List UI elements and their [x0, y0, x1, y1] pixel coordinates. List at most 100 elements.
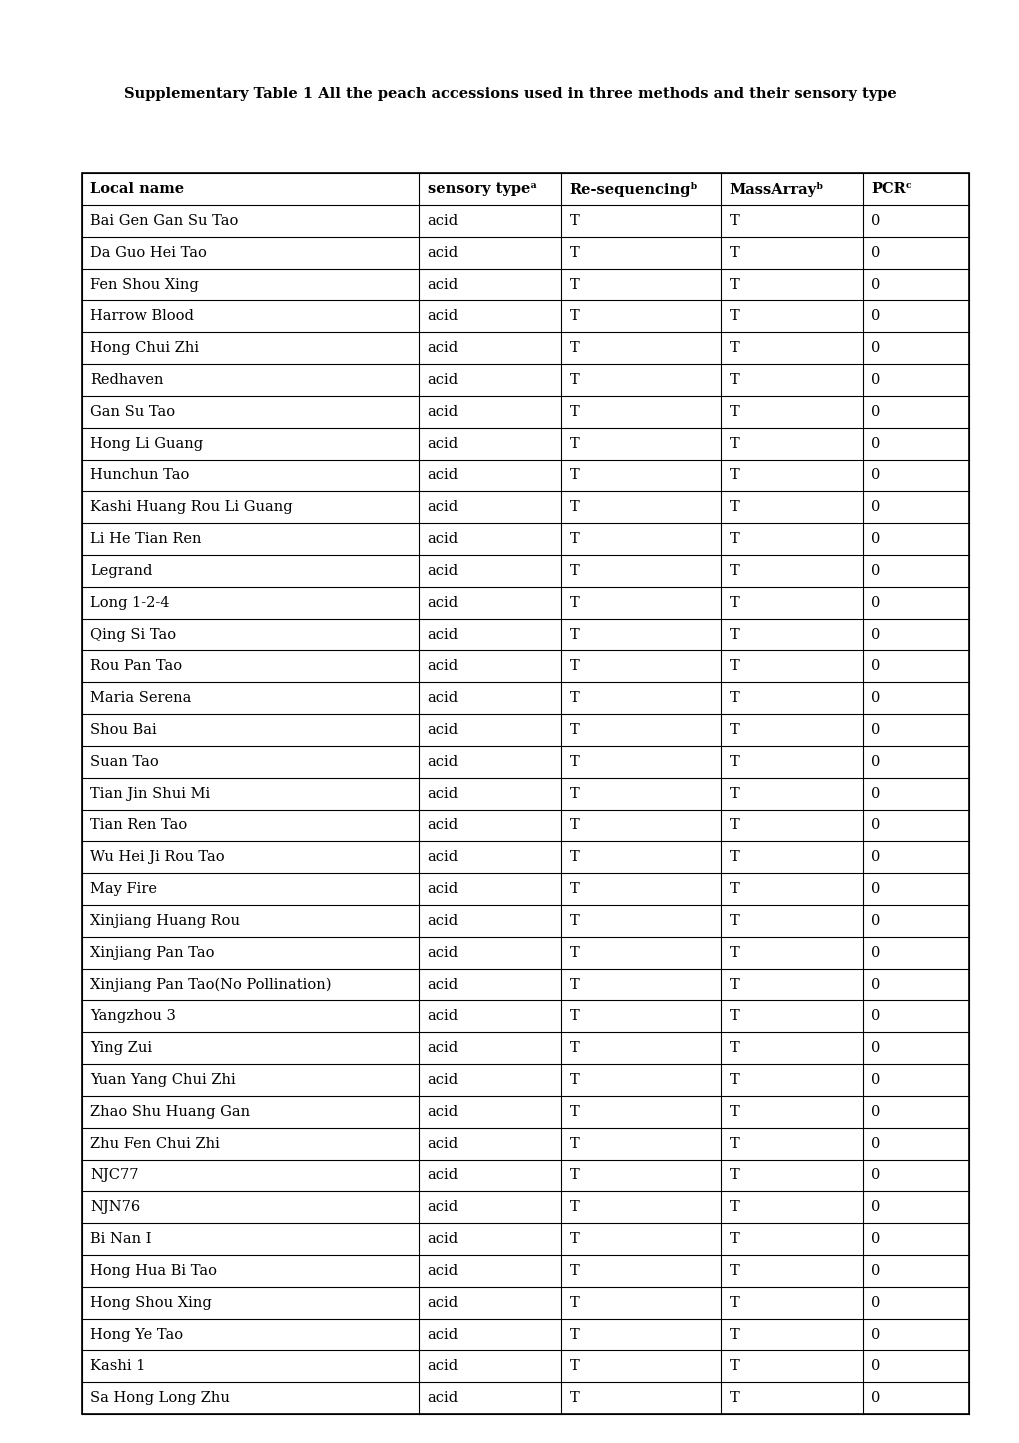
Text: PCRᶜ: PCRᶜ	[870, 182, 911, 196]
Text: T: T	[570, 850, 579, 864]
Text: 0: 0	[870, 1391, 879, 1405]
Text: 0: 0	[870, 501, 879, 514]
Text: Gan Su Tao: Gan Su Tao	[91, 405, 175, 418]
Text: T: T	[570, 309, 579, 323]
Text: Suan Tao: Suan Tao	[91, 755, 159, 769]
Text: 0: 0	[870, 214, 879, 228]
Text: 0: 0	[870, 691, 879, 706]
Text: Wu Hei Ji Rou Tao: Wu Hei Ji Rou Tao	[91, 850, 225, 864]
Text: T: T	[570, 818, 579, 833]
Text: T: T	[570, 214, 579, 228]
Text: Hong Shou Xing: Hong Shou Xing	[91, 1296, 212, 1310]
Text: acid: acid	[427, 405, 459, 418]
Text: Hong Chui Zhi: Hong Chui Zhi	[91, 341, 200, 355]
Text: T: T	[729, 437, 739, 450]
Text: 0: 0	[870, 786, 879, 801]
Text: T: T	[570, 1010, 579, 1023]
Text: T: T	[570, 469, 579, 482]
Text: acid: acid	[427, 469, 459, 482]
Text: acid: acid	[427, 564, 459, 577]
Text: 0: 0	[870, 469, 879, 482]
Text: T: T	[729, 818, 739, 833]
Text: NJC77: NJC77	[91, 1169, 139, 1182]
Text: T: T	[729, 1105, 739, 1118]
Text: acid: acid	[427, 532, 459, 545]
Text: May Fire: May Fire	[91, 882, 157, 896]
Text: Fen Shou Xing: Fen Shou Xing	[91, 277, 199, 291]
Text: 0: 0	[870, 341, 879, 355]
Text: T: T	[729, 850, 739, 864]
Text: T: T	[729, 691, 739, 706]
Text: T: T	[570, 913, 579, 928]
Text: acid: acid	[427, 1201, 459, 1215]
Text: acid: acid	[427, 786, 459, 801]
Text: acid: acid	[427, 1137, 459, 1150]
Text: T: T	[570, 882, 579, 896]
Text: T: T	[570, 437, 579, 450]
Text: acid: acid	[427, 1010, 459, 1023]
Text: T: T	[729, 309, 739, 323]
Text: acid: acid	[427, 1042, 459, 1055]
Text: acid: acid	[427, 818, 459, 833]
Text: T: T	[570, 1264, 579, 1278]
Text: 0: 0	[870, 437, 879, 450]
Text: Hong Ye Tao: Hong Ye Tao	[91, 1328, 183, 1342]
Text: T: T	[570, 245, 579, 260]
Text: 0: 0	[870, 372, 879, 387]
Text: Bai Gen Gan Su Tao: Bai Gen Gan Su Tao	[91, 214, 238, 228]
Text: Hong Hua Bi Tao: Hong Hua Bi Tao	[91, 1264, 217, 1278]
Text: acid: acid	[427, 277, 459, 291]
Text: T: T	[729, 1074, 739, 1087]
Text: 0: 0	[870, 1074, 879, 1087]
Text: 0: 0	[870, 945, 879, 960]
Text: T: T	[729, 341, 739, 355]
Text: T: T	[729, 628, 739, 642]
Text: T: T	[570, 1359, 579, 1374]
Text: T: T	[570, 1074, 579, 1087]
Text: Shou Bai: Shou Bai	[91, 723, 157, 737]
Text: 0: 0	[870, 596, 879, 610]
Text: acid: acid	[427, 309, 459, 323]
Text: 0: 0	[870, 818, 879, 833]
Text: T: T	[729, 1169, 739, 1182]
Text: T: T	[570, 596, 579, 610]
Text: acid: acid	[427, 1296, 459, 1310]
Text: acid: acid	[427, 659, 459, 674]
Text: acid: acid	[427, 882, 459, 896]
Text: 0: 0	[870, 277, 879, 291]
Text: Li He Tian Ren: Li He Tian Ren	[91, 532, 202, 545]
Text: Kashi Huang Rou Li Guang: Kashi Huang Rou Li Guang	[91, 501, 292, 514]
Text: T: T	[729, 755, 739, 769]
Text: acid: acid	[427, 596, 459, 610]
Text: T: T	[570, 277, 579, 291]
Text: Sa Hong Long Zhu: Sa Hong Long Zhu	[91, 1391, 230, 1405]
Text: 0: 0	[870, 1232, 879, 1247]
Text: Xinjiang Pan Tao: Xinjiang Pan Tao	[91, 945, 215, 960]
Text: acid: acid	[427, 850, 459, 864]
Text: T: T	[729, 1232, 739, 1247]
Text: Xinjiang Huang Rou: Xinjiang Huang Rou	[91, 913, 240, 928]
Text: T: T	[729, 786, 739, 801]
Text: acid: acid	[427, 1264, 459, 1278]
Text: Local name: Local name	[91, 182, 184, 196]
Text: acid: acid	[427, 245, 459, 260]
Text: 0: 0	[870, 245, 879, 260]
Text: Zhu Fen Chui Zhi: Zhu Fen Chui Zhi	[91, 1137, 220, 1150]
Text: Supplementary Table 1 All the peach accessions used in three methods and their s: Supplementary Table 1 All the peach acce…	[123, 87, 896, 101]
Text: 0: 0	[870, 405, 879, 418]
Text: Bi Nan I: Bi Nan I	[91, 1232, 152, 1247]
Text: acid: acid	[427, 214, 459, 228]
Text: T: T	[729, 1359, 739, 1374]
Text: 0: 0	[870, 913, 879, 928]
Text: 0: 0	[870, 564, 879, 577]
Text: T: T	[729, 913, 739, 928]
Text: 0: 0	[870, 532, 879, 545]
Text: T: T	[570, 691, 579, 706]
Text: 0: 0	[870, 1359, 879, 1374]
Text: MassArrayᵇ: MassArrayᵇ	[729, 182, 823, 196]
Text: T: T	[729, 469, 739, 482]
Text: T: T	[729, 1264, 739, 1278]
Text: T: T	[570, 1201, 579, 1215]
Text: T: T	[729, 372, 739, 387]
Text: Yangzhou 3: Yangzhou 3	[91, 1010, 176, 1023]
